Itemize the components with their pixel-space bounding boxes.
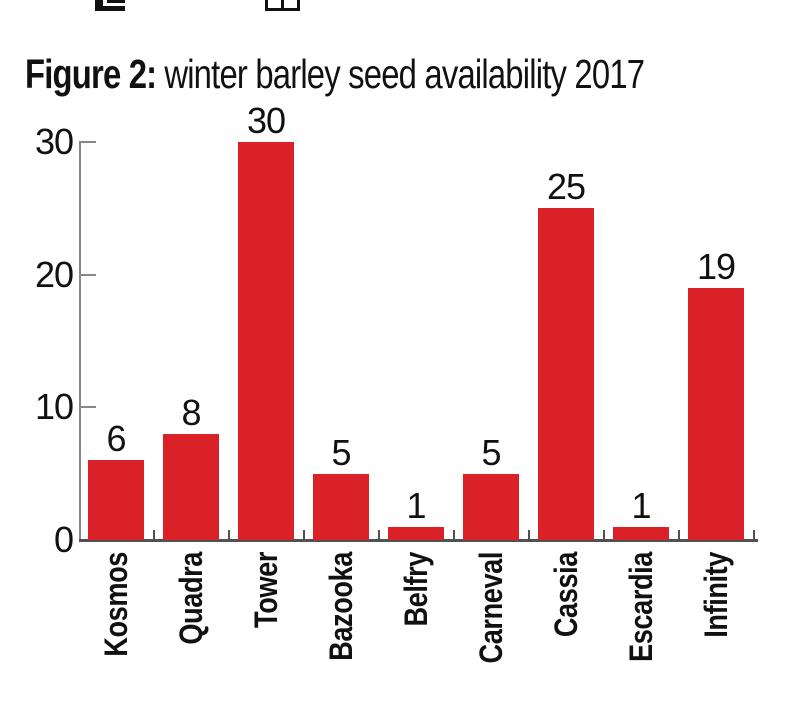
category-label-infinity: Infinity	[698, 552, 734, 638]
figure-title: Figure 2: winter barley seed availability…	[25, 50, 645, 98]
clipped-flipchart-icon-part	[95, 6, 125, 11]
y-axis-tick	[81, 273, 96, 276]
category-label-tower: Tower	[248, 552, 284, 628]
bar-value-label-bazooka: 5	[331, 431, 351, 473]
x-axis-tick	[677, 530, 680, 539]
bar-carneval	[463, 473, 519, 540]
x-axis-tick	[527, 530, 530, 539]
bar-tower	[238, 141, 294, 540]
x-axis-tick	[227, 530, 230, 539]
y-axis-tick-label: 10	[34, 386, 74, 428]
bar-value-label-escardia: 1	[631, 484, 651, 526]
bar-infinity	[688, 287, 744, 540]
x-axis-tick	[377, 530, 380, 539]
x-axis-line	[79, 539, 758, 542]
category-label-cassia: Cassia	[548, 552, 584, 638]
y-axis-line	[79, 140, 81, 541]
bar-value-label-cassia: 25	[546, 166, 586, 208]
bar-cassia	[538, 208, 594, 540]
figure-title-prefix: Figure 2:	[25, 51, 157, 97]
y-axis-tick-label: 30	[34, 120, 74, 162]
category-label-bazooka: Bazooka	[323, 552, 359, 661]
category-label-quadra: Quadra	[173, 552, 209, 645]
category-label-kosmos: Kosmos	[98, 552, 134, 657]
clipped-flipchart-icon-part	[107, 0, 125, 3]
bar-value-label-tower: 30	[246, 99, 286, 141]
bar-value-label-infinity: 19	[696, 245, 736, 287]
bar-value-label-kosmos: 6	[106, 418, 126, 460]
bar-belfry	[388, 526, 444, 540]
bar-kosmos	[88, 460, 144, 540]
y-axis-tick	[81, 406, 96, 409]
bar-value-label-belfry: 1	[406, 484, 426, 526]
y-axis-tick-label: 20	[34, 253, 74, 295]
category-label-carneval: Carneval	[473, 552, 509, 664]
category-label-belfry: Belfry	[398, 552, 434, 627]
bar-bazooka	[313, 473, 369, 540]
x-axis-tick	[602, 530, 605, 539]
bar-escardia	[613, 526, 669, 540]
clipped-table-icon-divider	[281, 0, 284, 8]
category-label-escardia: Escardia	[623, 552, 659, 663]
clipped-table-icon[interactable]	[265, 0, 300, 11]
bar-value-label-carneval: 5	[481, 431, 501, 473]
y-axis-tick	[81, 140, 96, 143]
x-axis-tick	[452, 530, 455, 539]
x-axis-tick	[302, 530, 305, 539]
x-axis-tick	[752, 530, 755, 539]
y-axis-tick-label: 0	[53, 519, 74, 560]
figure-title-text: winter barley seed availability 2017	[164, 51, 645, 97]
bar-quadra	[163, 433, 219, 540]
x-axis-tick	[152, 530, 155, 539]
clipped-flipchart-icon-part	[95, 0, 103, 11]
bar-value-label-quadra: 8	[181, 391, 201, 433]
clipped-flipchart-icon[interactable]	[95, 0, 125, 11]
